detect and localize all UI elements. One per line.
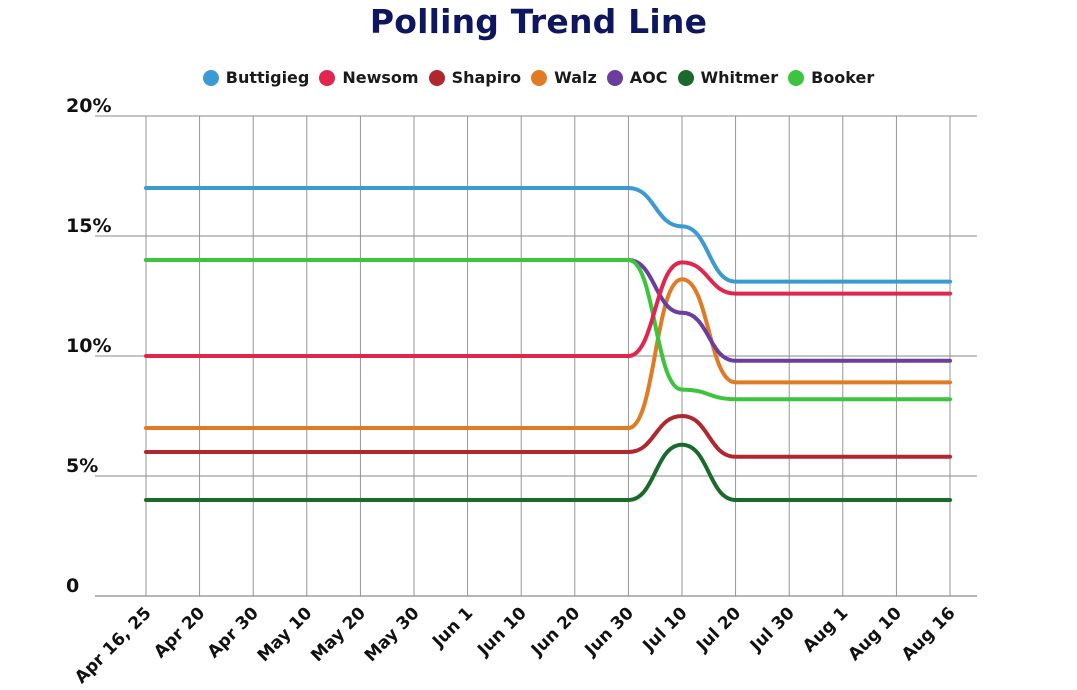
y-tick-label: 15% <box>66 215 111 237</box>
x-tick-label: Jun 20 <box>527 603 584 660</box>
series-line-walz <box>144 277 952 430</box>
legend-marker-whitmer <box>677 69 694 86</box>
legend-marker-booker <box>788 69 805 86</box>
x-tick-label: Aug 10 <box>844 603 906 665</box>
legend-marker-buttigieg <box>202 69 219 86</box>
series-line-whitmer <box>144 442 952 503</box>
x-tick-label: Jun 10 <box>473 603 530 660</box>
chart-title: Polling Trend Line <box>369 2 708 41</box>
legend-label-booker: Booker <box>811 68 875 87</box>
legend-label-buttigieg: Buttigieg <box>225 68 310 87</box>
x-tick-label: Jun 30 <box>581 603 638 660</box>
legend-marker-walz <box>531 69 548 86</box>
legend: Buttigieg Newsom Shapiro Walz AOC Whitmer Book… <box>0 68 1077 87</box>
legend-item-walz: Walz <box>531 68 597 87</box>
legend-marker-newsom <box>319 69 336 86</box>
x-tick-label: May 30 <box>361 603 424 666</box>
y-tick-label: 0 <box>66 575 79 597</box>
legend-item-booker: Booker <box>788 68 874 87</box>
y-axis-ticks: 0 5% 10% 15% 20% <box>66 95 111 597</box>
series-line-booker <box>144 258 952 402</box>
series-line-aoc <box>144 258 952 363</box>
series-line-buttigieg <box>144 186 952 284</box>
series-line-newsom <box>144 260 952 358</box>
series-lines <box>144 186 952 503</box>
x-tick-label: Apr 20 <box>150 603 209 662</box>
x-tick-label: May 20 <box>307 603 370 666</box>
x-tick-label: Aug 16 <box>898 603 960 665</box>
legend-item-shapiro: Shapiro <box>428 68 522 87</box>
y-tick-label: 10% <box>66 335 111 357</box>
y-tick-label: 5% <box>66 455 98 477</box>
legend-item-buttigieg: Buttigieg <box>202 68 310 87</box>
x-tick-label: May 10 <box>254 603 317 666</box>
legend-item-whitmer: Whitmer <box>677 68 779 87</box>
y-tick-label: 20% <box>66 95 111 117</box>
legend-label-walz: Walz <box>554 68 597 87</box>
legend-item-newsom: Newsom <box>319 68 419 87</box>
x-tick-label: Apr 16, 25 <box>71 603 155 687</box>
x-tick-label: Aug 1 <box>799 603 852 656</box>
x-tick-label: Jul 30 <box>746 603 799 656</box>
legend-marker-aoc <box>606 69 623 86</box>
legend-label-newsom: Newsom <box>342 68 419 87</box>
series-line-shapiro <box>144 414 952 459</box>
legend-label-aoc: AOC <box>629 68 668 87</box>
legend-label-shapiro: Shapiro <box>451 68 522 87</box>
legend-marker-shapiro <box>428 69 445 86</box>
x-tick-label: Jun 1 <box>428 603 477 652</box>
legend-label-whitmer: Whitmer <box>700 68 779 87</box>
legend-item-aoc: AOC <box>606 68 668 87</box>
x-tick-label: Jul 20 <box>692 603 745 656</box>
x-tick-label: Jul 10 <box>639 603 692 656</box>
